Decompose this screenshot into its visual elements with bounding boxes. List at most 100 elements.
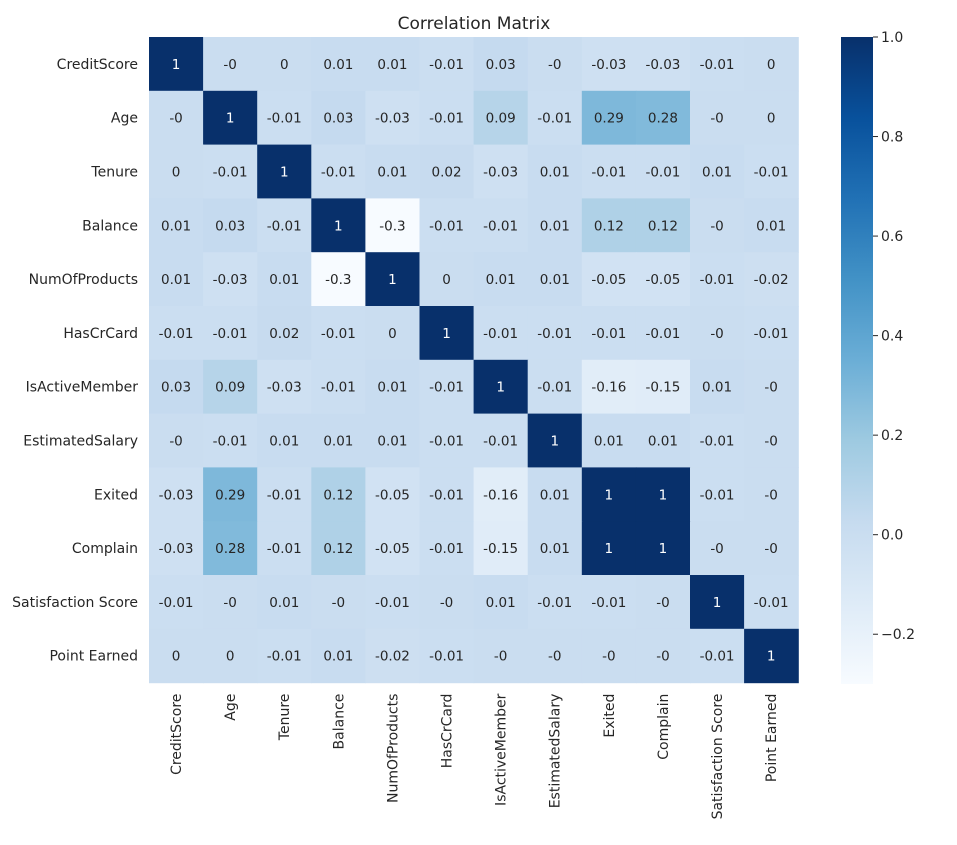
heatmap-cell [311, 413, 366, 468]
cell-value-label: 0 [226, 649, 235, 665]
cell-value-label: -0.16 [483, 487, 518, 503]
heatmap-cell [149, 90, 204, 146]
cell-value-label: 1 [713, 595, 722, 611]
heatmap-cell [257, 306, 312, 361]
cell-value-label: -0 [656, 595, 669, 611]
heatmap-cell [257, 359, 312, 415]
cell-value-label: 0.12 [323, 541, 353, 557]
cell-value-label: -0.01 [537, 111, 572, 127]
heatmap-cell [311, 90, 366, 146]
heatmap-cell [635, 467, 691, 522]
heatmap-cell [581, 575, 637, 630]
cell-value-label: 1 [605, 487, 614, 503]
cell-value-label: 0.01 [377, 57, 407, 73]
heatmap-cell [581, 359, 637, 415]
x-tick-label: NumOfProducts [385, 694, 401, 803]
heatmap-cell [690, 467, 745, 522]
heatmap-cell [527, 413, 583, 468]
heatmap-cell [635, 144, 691, 199]
cell-value-label: -0.01 [267, 649, 302, 665]
heatmap-cell [365, 359, 421, 415]
heatmap-cell [149, 628, 204, 684]
y-tick-label: Age [111, 111, 138, 127]
cell-value-label: -0.01 [700, 57, 735, 73]
heatmap-cell [419, 37, 475, 92]
heatmap-cell [527, 359, 583, 415]
cell-value-label: 0.01 [377, 380, 407, 396]
cell-value-label: 0.01 [540, 541, 570, 557]
cell-value-label: 0 [172, 165, 181, 181]
cell-value-label: 0.01 [323, 57, 353, 73]
cell-value-label: -0.01 [483, 434, 518, 450]
cell-value-label: 1 [334, 218, 343, 234]
cell-value-label: -0.01 [429, 111, 464, 127]
cell-value-label: -0.03 [267, 380, 302, 396]
heatmap-cell [635, 521, 691, 576]
cell-value-label: -0.05 [645, 272, 680, 288]
cell-value-label: -0.03 [213, 272, 248, 288]
cell-value-label: 0.12 [594, 218, 624, 234]
colorbar-tick-label: 0.6 [881, 229, 903, 245]
cell-value-label: 0.01 [486, 272, 516, 288]
heatmap-cell [473, 413, 529, 468]
heatmap-cell [473, 359, 529, 415]
x-tick-label: Complain [656, 694, 672, 760]
heatmap-cell [257, 628, 312, 684]
heatmap-cell [744, 198, 799, 253]
heatmap-cell [365, 306, 421, 361]
heatmap-cell [419, 467, 475, 522]
heatmap-cell [203, 306, 258, 361]
cell-value-label: 0.01 [756, 218, 786, 234]
cell-value-label: -0.01 [375, 595, 410, 611]
cell-value-label: -0.01 [267, 541, 302, 557]
colorbar-tick-label: 0.2 [881, 428, 903, 444]
cell-value-label: 0.03 [486, 57, 516, 73]
cell-value-label: 1 [280, 165, 289, 181]
cell-value-label: -0.01 [267, 487, 302, 503]
x-tick-label: HasCrCard [440, 694, 456, 769]
heatmap-cell [690, 628, 745, 684]
heatmap-cell [690, 90, 745, 146]
cell-value-label: -0 [169, 111, 182, 127]
colorbar-tick-label: 0.4 [881, 329, 903, 345]
heatmap-cell [419, 252, 475, 307]
cell-value-label: -0.01 [591, 326, 626, 342]
heatmap-cell [311, 575, 366, 630]
cell-value-label: 0.01 [269, 434, 299, 450]
heatmap-cell [635, 575, 691, 630]
heatmap-cell [149, 37, 204, 92]
cell-value-label: 0.01 [377, 165, 407, 181]
colorbar-tick-label: 0.0 [881, 528, 903, 544]
x-tick-label: Age [223, 694, 239, 721]
cell-value-label: 0.12 [648, 218, 678, 234]
x-tick-label: Exited [602, 694, 618, 738]
colorbar-tick-label: −0.2 [881, 627, 915, 643]
heatmap-cell [744, 575, 799, 630]
heatmap-cell [365, 37, 421, 92]
cell-value-label: -0.15 [483, 541, 518, 557]
heatmap-cell [581, 198, 637, 253]
cell-value-label: -0 [440, 595, 453, 611]
heatmap-cell [365, 628, 421, 684]
cell-value-label: 0.01 [161, 218, 191, 234]
cell-value-label: 0 [442, 272, 451, 288]
heatmap-cell [527, 628, 583, 684]
heatmap-cell [149, 575, 204, 630]
heatmap-cell [744, 90, 799, 146]
heatmap-cell [365, 413, 421, 468]
cell-value-label: -0 [764, 380, 777, 396]
cell-value-label: 0.02 [269, 326, 299, 342]
cell-value-label: -0.3 [379, 218, 405, 234]
cell-value-label: 1 [226, 111, 235, 127]
heatmap-cell [581, 252, 637, 307]
cell-value-label: 0.28 [215, 541, 245, 557]
cell-value-label: 0.01 [323, 434, 353, 450]
heatmap-cell [257, 144, 312, 199]
cell-value-label: 0 [172, 649, 181, 665]
heatmap-cell [473, 306, 529, 361]
heatmap-cell [744, 628, 799, 684]
heatmap-cell [203, 90, 258, 146]
x-axis: CreditScore Age Tenure Balance NumOfProducts… [169, 693, 780, 819]
heatmap-cell [473, 628, 529, 684]
cell-value-label: 0.01 [540, 272, 570, 288]
